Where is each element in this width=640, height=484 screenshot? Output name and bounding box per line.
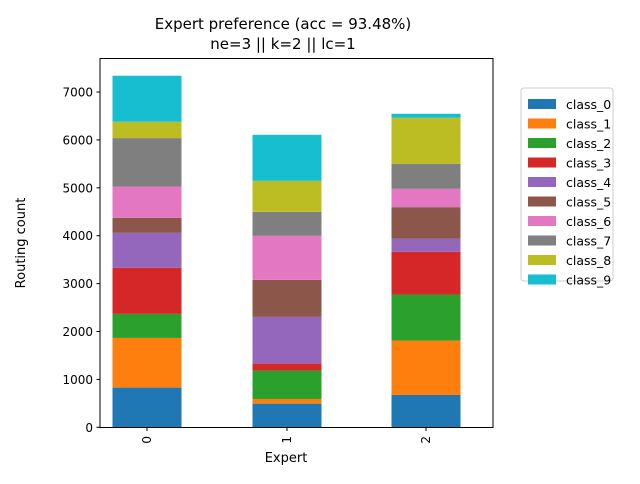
bar-segment-class_9-expert-1 bbox=[252, 134, 322, 181]
bar-segment-class_0-expert-1 bbox=[252, 403, 322, 428]
bar-segment-class_1-expert-1 bbox=[252, 398, 322, 404]
bar-segment-class_1-expert-0 bbox=[112, 337, 182, 388]
legend-swatch-class_5 bbox=[528, 196, 556, 207]
bar-segment-class_3-expert-2 bbox=[391, 251, 461, 295]
bar-segment-class_0-expert-0 bbox=[112, 387, 182, 428]
legend-swatch-class_3 bbox=[528, 157, 556, 168]
y-tick-label: 7000 bbox=[62, 86, 93, 100]
y-axis-label: Routing count bbox=[14, 198, 29, 289]
legend-label-class_4: class_4 bbox=[566, 175, 611, 190]
legend-swatch-class_6 bbox=[528, 216, 556, 226]
legend-label-class_6: class_6 bbox=[566, 214, 611, 229]
bar-segment-class_2-expert-1 bbox=[252, 370, 322, 399]
y-tick-label: 2000 bbox=[62, 325, 93, 339]
legend-label-class_2: class_2 bbox=[566, 136, 611, 151]
bar-segment-class_5-expert-1 bbox=[252, 279, 322, 317]
legend-swatch-class_2 bbox=[528, 138, 556, 148]
y-tick-label: 5000 bbox=[62, 181, 93, 195]
legend-frame bbox=[520, 87, 614, 282]
legend-swatch-class_1 bbox=[528, 118, 556, 129]
legend-swatch-class_0 bbox=[528, 99, 556, 109]
y-tick-label: 1000 bbox=[62, 373, 93, 387]
y-tick-label: 6000 bbox=[62, 133, 93, 147]
bar-segment-class_2-expert-0 bbox=[112, 313, 182, 338]
bar-segment-class_9-expert-0 bbox=[112, 75, 182, 122]
y-tick-label: 3000 bbox=[62, 277, 93, 291]
bar-segment-class_1-expert-2 bbox=[391, 340, 461, 395]
bar-segment-class_4-expert-0 bbox=[112, 232, 182, 268]
bar-segment-class_8-expert-1 bbox=[252, 180, 322, 212]
x-axis-label: Expert bbox=[265, 451, 308, 466]
x-tick-label: 2 bbox=[419, 436, 433, 444]
legend: class_0 class_1 class_2 class_3 class_4class… bbox=[520, 87, 614, 288]
bar-segment-class_7-expert-2 bbox=[391, 163, 461, 189]
legend-label-class_5: class_5 bbox=[566, 195, 611, 210]
bar-segment-class_8-expert-2 bbox=[391, 117, 461, 164]
legend-swatch-class_8 bbox=[528, 255, 556, 265]
bar-segment-class_5-expert-0 bbox=[112, 217, 182, 233]
y-tick-label: 4000 bbox=[62, 229, 93, 243]
y-tick-label: 0 bbox=[85, 421, 93, 435]
bar-segment-class_5-expert-2 bbox=[391, 207, 461, 239]
bar-segment-class_2-expert-2 bbox=[391, 294, 461, 341]
axes-frame bbox=[99, 58, 494, 428]
chart-subtitle: ne=3 || k=2 || lc=1 bbox=[210, 35, 355, 53]
bar-segment-class_9-expert-2 bbox=[391, 113, 461, 118]
bar-segment-class_3-expert-1 bbox=[252, 363, 322, 371]
bar-segment-class_4-expert-2 bbox=[391, 238, 461, 252]
x-tick-label: 1 bbox=[280, 436, 294, 444]
bar-segment-class_6-expert-2 bbox=[391, 188, 461, 208]
legend-label-class_8: class_8 bbox=[566, 253, 611, 268]
legend-label-class_9: class_9 bbox=[566, 273, 611, 288]
legend-swatch-class_7 bbox=[528, 235, 556, 246]
bar-segment-class_7-expert-1 bbox=[252, 211, 322, 236]
bar-segment-class_0-expert-2 bbox=[391, 394, 461, 428]
bar-segment-class_8-expert-0 bbox=[112, 121, 182, 139]
legend-label-class_7: class_7 bbox=[566, 234, 611, 249]
bar-segment-class_7-expert-0 bbox=[112, 138, 182, 187]
x-tick-label: 0 bbox=[140, 436, 154, 444]
legend-swatch-class_4 bbox=[528, 177, 556, 187]
legend-swatch-class_9 bbox=[528, 274, 556, 285]
bar-segment-class_3-expert-0 bbox=[112, 267, 182, 314]
chart-title: Expert preference (acc = 93.48%) bbox=[155, 15, 412, 33]
legend-label-class_0: class_0 bbox=[566, 97, 611, 112]
bar-segment-class_4-expert-1 bbox=[252, 316, 322, 364]
legend-label-class_1: class_1 bbox=[566, 117, 611, 132]
bar-segment-class_6-expert-0 bbox=[112, 186, 182, 218]
legend-label-class_3: class_3 bbox=[566, 156, 611, 171]
bar-segment-class_6-expert-1 bbox=[252, 235, 322, 280]
